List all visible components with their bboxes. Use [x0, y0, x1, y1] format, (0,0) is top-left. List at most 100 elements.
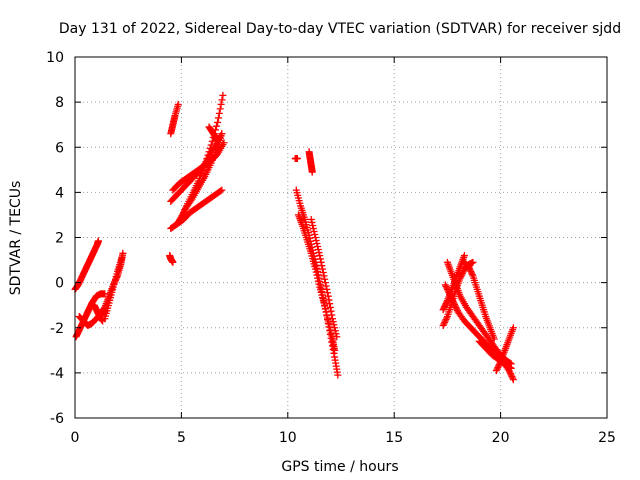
data-point-arc-10 [218, 186, 226, 194]
data-point-arc-21 [507, 370, 515, 378]
data-point-arc-13 [218, 130, 226, 138]
data-point-arc-12 [180, 207, 188, 215]
data-point-arc-26 [506, 364, 514, 372]
data-point-arc-12 [219, 91, 227, 99]
data-point-arc-19 [309, 224, 317, 232]
y-tick-label: -2 [50, 321, 64, 337]
x-tick-label: 25 [598, 430, 616, 446]
data-point-arc-21 [509, 376, 517, 384]
data-point-arc-18 [321, 305, 329, 313]
data-point-arc-19 [311, 230, 319, 238]
data-point-arc-19 [325, 296, 333, 304]
data-point-arc-14 [214, 136, 222, 144]
data-point-arc-19 [331, 324, 339, 332]
data-point-arc-25 [494, 362, 502, 370]
data-point-arc-19 [316, 255, 324, 263]
data-point-arc-18 [314, 277, 322, 285]
data-point-arc-26 [507, 364, 515, 372]
data-point-arc-19 [328, 315, 336, 323]
data-point-arc-12 [214, 114, 222, 122]
data-point-arc-20 [440, 304, 448, 312]
data-point-arc-20 [443, 298, 451, 306]
data-point-arc-12 [206, 144, 214, 152]
data-point-arc-18 [327, 329, 335, 337]
data-point-arc-18 [315, 280, 323, 288]
grid-layer [75, 57, 607, 418]
data-point-arc-24 [457, 273, 465, 281]
data-point-arc-21 [507, 371, 515, 379]
y-tick-label: 2 [55, 231, 64, 247]
data-point-arc-4 [119, 249, 127, 257]
data-point-arc-18 [324, 317, 332, 325]
data-point-arc-12 [179, 210, 187, 218]
data-point-arc-23 [467, 267, 475, 275]
x-tick-label: 15 [385, 430, 403, 446]
y-tick-label: -6 [50, 411, 64, 427]
data-point-arc-19 [328, 311, 336, 319]
data-point-arc-23 [490, 335, 498, 343]
x-tick-label: 0 [71, 430, 80, 446]
data-point-arc-18 [326, 323, 334, 331]
data-point-arc-19 [322, 282, 330, 290]
data-point-arc-19 [315, 249, 323, 257]
data-point-arc-19 [324, 289, 332, 297]
data-point-arc-19 [313, 240, 321, 248]
data-point-arc-19 [314, 243, 322, 251]
data-point-arc-5 [118, 254, 126, 262]
data-point-arc-19 [329, 318, 337, 326]
y-tick-label: 4 [55, 185, 64, 201]
data-point-arc-24 [442, 315, 450, 323]
data-point-arc-12 [204, 151, 212, 159]
data-point-arc-24 [440, 320, 448, 328]
data-point-arc-12 [215, 109, 223, 117]
data-point-arc-12 [214, 118, 222, 126]
data-point-arc-24 [459, 268, 467, 276]
y-axis-title: SDTVAR / TECUs [8, 181, 24, 296]
data-point-arc-19 [307, 215, 315, 223]
data-point-arc-18 [320, 299, 328, 307]
data-point-arc-19 [310, 227, 318, 235]
data-point-arc-19 [332, 330, 340, 338]
data-point-arc-19 [321, 279, 329, 287]
y-tick-label: 0 [55, 276, 64, 292]
ticks-layer: 0 5 10 15 20 25 -6 -4 -2 0 2 4 6 8 10 [46, 50, 616, 446]
data-point-arc-21 [444, 287, 452, 295]
data-point-arc-19 [333, 333, 341, 341]
data-point-arc-24 [458, 270, 466, 278]
data-point-arc-24 [443, 314, 451, 322]
data-point-arc-20 [442, 300, 450, 308]
data-point-arc-19 [326, 303, 334, 311]
data-point-arc-12 [218, 96, 226, 104]
data-point-arc-16 [308, 168, 316, 176]
data-point-arc-19 [331, 327, 339, 335]
data-point-arc-23 [468, 269, 476, 277]
data-point-arc-24 [441, 317, 449, 325]
data-point-arc-19 [321, 275, 329, 283]
x-tick-label: 5 [177, 430, 186, 446]
data-point-arc-12 [180, 209, 188, 217]
data-point-arc-19 [316, 252, 324, 260]
data-point-arc-18 [328, 332, 336, 340]
data-point-arc-21 [453, 305, 461, 313]
data-point-arc-24 [441, 318, 449, 326]
data-point-arc-18 [324, 314, 332, 322]
chart-title: Day 131 of 2022, Sidereal Day-to-day VTE… [59, 21, 621, 37]
data-point-arc-12 [205, 148, 213, 156]
data-point-arc-21 [441, 281, 449, 289]
data-point-arc-12 [217, 100, 225, 108]
data-point-arc-15 [293, 155, 301, 163]
data-point-arc-12 [177, 213, 185, 221]
data-point-arc-24 [456, 274, 464, 282]
data-point-arc-20 [441, 303, 449, 311]
data-point-arc-19 [330, 321, 338, 329]
data-point-arc-19 [311, 234, 319, 241]
data-point-arc-21 [442, 282, 450, 290]
data-point-arc-12 [202, 158, 210, 166]
x-tick-label: 20 [492, 430, 510, 446]
data-point-arc-19 [317, 258, 325, 266]
data-point-arc-10 [217, 187, 225, 195]
data-point-arc-18 [314, 274, 322, 282]
